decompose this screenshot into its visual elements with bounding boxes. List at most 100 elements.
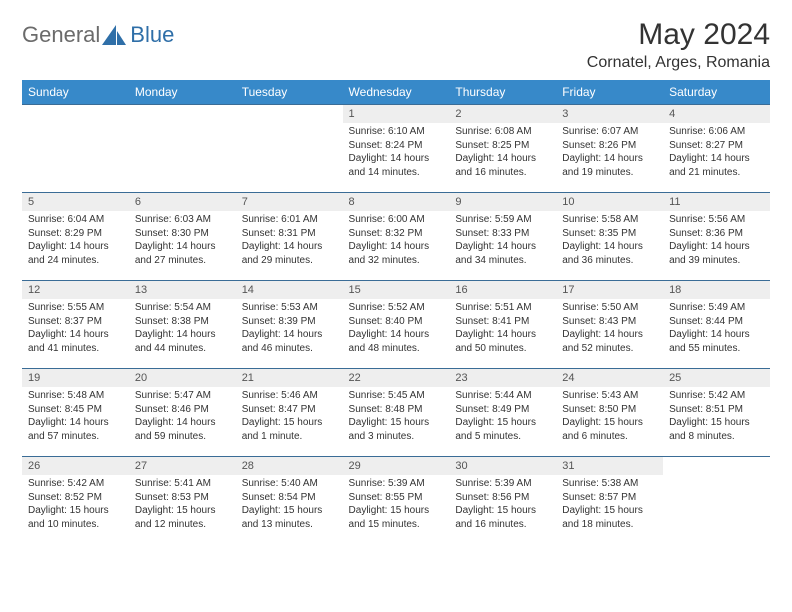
- daylight-text-2: and 46 minutes.: [242, 342, 337, 356]
- daylight-text-2: and 13 minutes.: [242, 518, 337, 532]
- sunrise-text: Sunrise: 6:00 AM: [349, 213, 444, 227]
- daylight-text-1: Daylight: 14 hours: [669, 240, 764, 254]
- daylight-text-2: and 3 minutes.: [349, 430, 444, 444]
- sunrise-text: Sunrise: 5:45 AM: [349, 389, 444, 403]
- calendar-cell: 7Sunrise: 6:01 AMSunset: 8:31 PMDaylight…: [236, 193, 343, 281]
- day-number: 5: [22, 193, 129, 211]
- daylight-text-2: and 1 minute.: [242, 430, 337, 444]
- calendar-cell: 25Sunrise: 5:42 AMSunset: 8:51 PMDayligh…: [663, 369, 770, 457]
- daylight-text-1: Daylight: 14 hours: [349, 328, 444, 342]
- day-body: Sunrise: 5:59 AMSunset: 8:33 PMDaylight:…: [449, 211, 556, 271]
- sunset-text: Sunset: 8:41 PM: [455, 315, 550, 329]
- daylight-text-1: Daylight: 15 hours: [28, 504, 123, 518]
- daylight-text-2: and 24 minutes.: [28, 254, 123, 268]
- day-number: 20: [129, 369, 236, 387]
- calendar-row: 5Sunrise: 6:04 AMSunset: 8:29 PMDaylight…: [22, 193, 770, 281]
- calendar-cell: 2Sunrise: 6:08 AMSunset: 8:25 PMDaylight…: [449, 105, 556, 193]
- daylight-text-2: and 14 minutes.: [349, 166, 444, 180]
- sunrise-text: Sunrise: 5:39 AM: [349, 477, 444, 491]
- sunset-text: Sunset: 8:50 PM: [562, 403, 657, 417]
- sunrise-text: Sunrise: 5:50 AM: [562, 301, 657, 315]
- day-header-row: Sunday Monday Tuesday Wednesday Thursday…: [22, 80, 770, 105]
- daylight-text-1: Daylight: 15 hours: [135, 504, 230, 518]
- sunrise-text: Sunrise: 5:42 AM: [28, 477, 123, 491]
- day-number: 29: [343, 457, 450, 475]
- day-number: 17: [556, 281, 663, 299]
- day-number: 3: [556, 105, 663, 123]
- calendar-row: 19Sunrise: 5:48 AMSunset: 8:45 PMDayligh…: [22, 369, 770, 457]
- daylight-text-1: Daylight: 14 hours: [242, 240, 337, 254]
- sunrise-text: Sunrise: 5:54 AM: [135, 301, 230, 315]
- day-number: 9: [449, 193, 556, 211]
- daylight-text-1: Daylight: 14 hours: [135, 416, 230, 430]
- daylight-text-2: and 57 minutes.: [28, 430, 123, 444]
- daylight-text-2: and 12 minutes.: [135, 518, 230, 532]
- calendar-row: 26Sunrise: 5:42 AMSunset: 8:52 PMDayligh…: [22, 457, 770, 545]
- sunset-text: Sunset: 8:36 PM: [669, 227, 764, 241]
- daylight-text-1: Daylight: 14 hours: [349, 152, 444, 166]
- day-body: Sunrise: 6:03 AMSunset: 8:30 PMDaylight:…: [129, 211, 236, 271]
- daylight-text-2: and 55 minutes.: [669, 342, 764, 356]
- day-header: Sunday: [22, 80, 129, 105]
- day-number: 26: [22, 457, 129, 475]
- sunrise-text: Sunrise: 5:51 AM: [455, 301, 550, 315]
- daylight-text-1: Daylight: 14 hours: [135, 240, 230, 254]
- calendar-cell: 18Sunrise: 5:49 AMSunset: 8:44 PMDayligh…: [663, 281, 770, 369]
- sunset-text: Sunset: 8:27 PM: [669, 139, 764, 153]
- daylight-text-2: and 18 minutes.: [562, 518, 657, 532]
- calendar-cell: 13Sunrise: 5:54 AMSunset: 8:38 PMDayligh…: [129, 281, 236, 369]
- day-number: 22: [343, 369, 450, 387]
- day-number: 4: [663, 105, 770, 123]
- day-body: Sunrise: 5:49 AMSunset: 8:44 PMDaylight:…: [663, 299, 770, 359]
- sunrise-text: Sunrise: 5:53 AM: [242, 301, 337, 315]
- sunset-text: Sunset: 8:30 PM: [135, 227, 230, 241]
- daylight-text-1: Daylight: 15 hours: [455, 504, 550, 518]
- daylight-text-2: and 10 minutes.: [28, 518, 123, 532]
- sunset-text: Sunset: 8:49 PM: [455, 403, 550, 417]
- sunset-text: Sunset: 8:51 PM: [669, 403, 764, 417]
- sunset-text: Sunset: 8:38 PM: [135, 315, 230, 329]
- daylight-text-2: and 39 minutes.: [669, 254, 764, 268]
- daylight-text-2: and 32 minutes.: [349, 254, 444, 268]
- day-body: Sunrise: 5:45 AMSunset: 8:48 PMDaylight:…: [343, 387, 450, 447]
- daylight-text-2: and 44 minutes.: [135, 342, 230, 356]
- calendar-cell: 3Sunrise: 6:07 AMSunset: 8:26 PMDaylight…: [556, 105, 663, 193]
- daylight-text-2: and 16 minutes.: [455, 166, 550, 180]
- day-header: Saturday: [663, 80, 770, 105]
- calendar-cell: [236, 105, 343, 193]
- sunset-text: Sunset: 8:29 PM: [28, 227, 123, 241]
- calendar-cell: 1Sunrise: 6:10 AMSunset: 8:24 PMDaylight…: [343, 105, 450, 193]
- sunset-text: Sunset: 8:52 PM: [28, 491, 123, 505]
- sunrise-text: Sunrise: 5:59 AM: [455, 213, 550, 227]
- day-body: Sunrise: 5:39 AMSunset: 8:56 PMDaylight:…: [449, 475, 556, 535]
- day-number: 24: [556, 369, 663, 387]
- day-number: 14: [236, 281, 343, 299]
- calendar-cell: 6Sunrise: 6:03 AMSunset: 8:30 PMDaylight…: [129, 193, 236, 281]
- daylight-text-1: Daylight: 15 hours: [562, 504, 657, 518]
- day-body: Sunrise: 5:44 AMSunset: 8:49 PMDaylight:…: [449, 387, 556, 447]
- sunrise-text: Sunrise: 6:03 AM: [135, 213, 230, 227]
- daylight-text-2: and 59 minutes.: [135, 430, 230, 444]
- day-body: Sunrise: 6:08 AMSunset: 8:25 PMDaylight:…: [449, 123, 556, 183]
- daylight-text-2: and 5 minutes.: [455, 430, 550, 444]
- daylight-text-1: Daylight: 14 hours: [669, 152, 764, 166]
- day-number: 18: [663, 281, 770, 299]
- daylight-text-2: and 48 minutes.: [349, 342, 444, 356]
- day-header: Friday: [556, 80, 663, 105]
- daylight-text-1: Daylight: 14 hours: [28, 416, 123, 430]
- sunset-text: Sunset: 8:33 PM: [455, 227, 550, 241]
- daylight-text-1: Daylight: 14 hours: [669, 328, 764, 342]
- sunrise-text: Sunrise: 5:49 AM: [669, 301, 764, 315]
- sunrise-text: Sunrise: 5:44 AM: [455, 389, 550, 403]
- daylight-text-1: Daylight: 14 hours: [455, 240, 550, 254]
- daylight-text-2: and 27 minutes.: [135, 254, 230, 268]
- day-number: 31: [556, 457, 663, 475]
- daylight-text-1: Daylight: 15 hours: [562, 416, 657, 430]
- daylight-text-2: and 34 minutes.: [455, 254, 550, 268]
- day-number: 15: [343, 281, 450, 299]
- location-text: Cornatel, Arges, Romania: [587, 54, 770, 72]
- day-number: 16: [449, 281, 556, 299]
- day-header: Wednesday: [343, 80, 450, 105]
- daylight-text-1: Daylight: 14 hours: [455, 152, 550, 166]
- calendar-cell: [663, 457, 770, 545]
